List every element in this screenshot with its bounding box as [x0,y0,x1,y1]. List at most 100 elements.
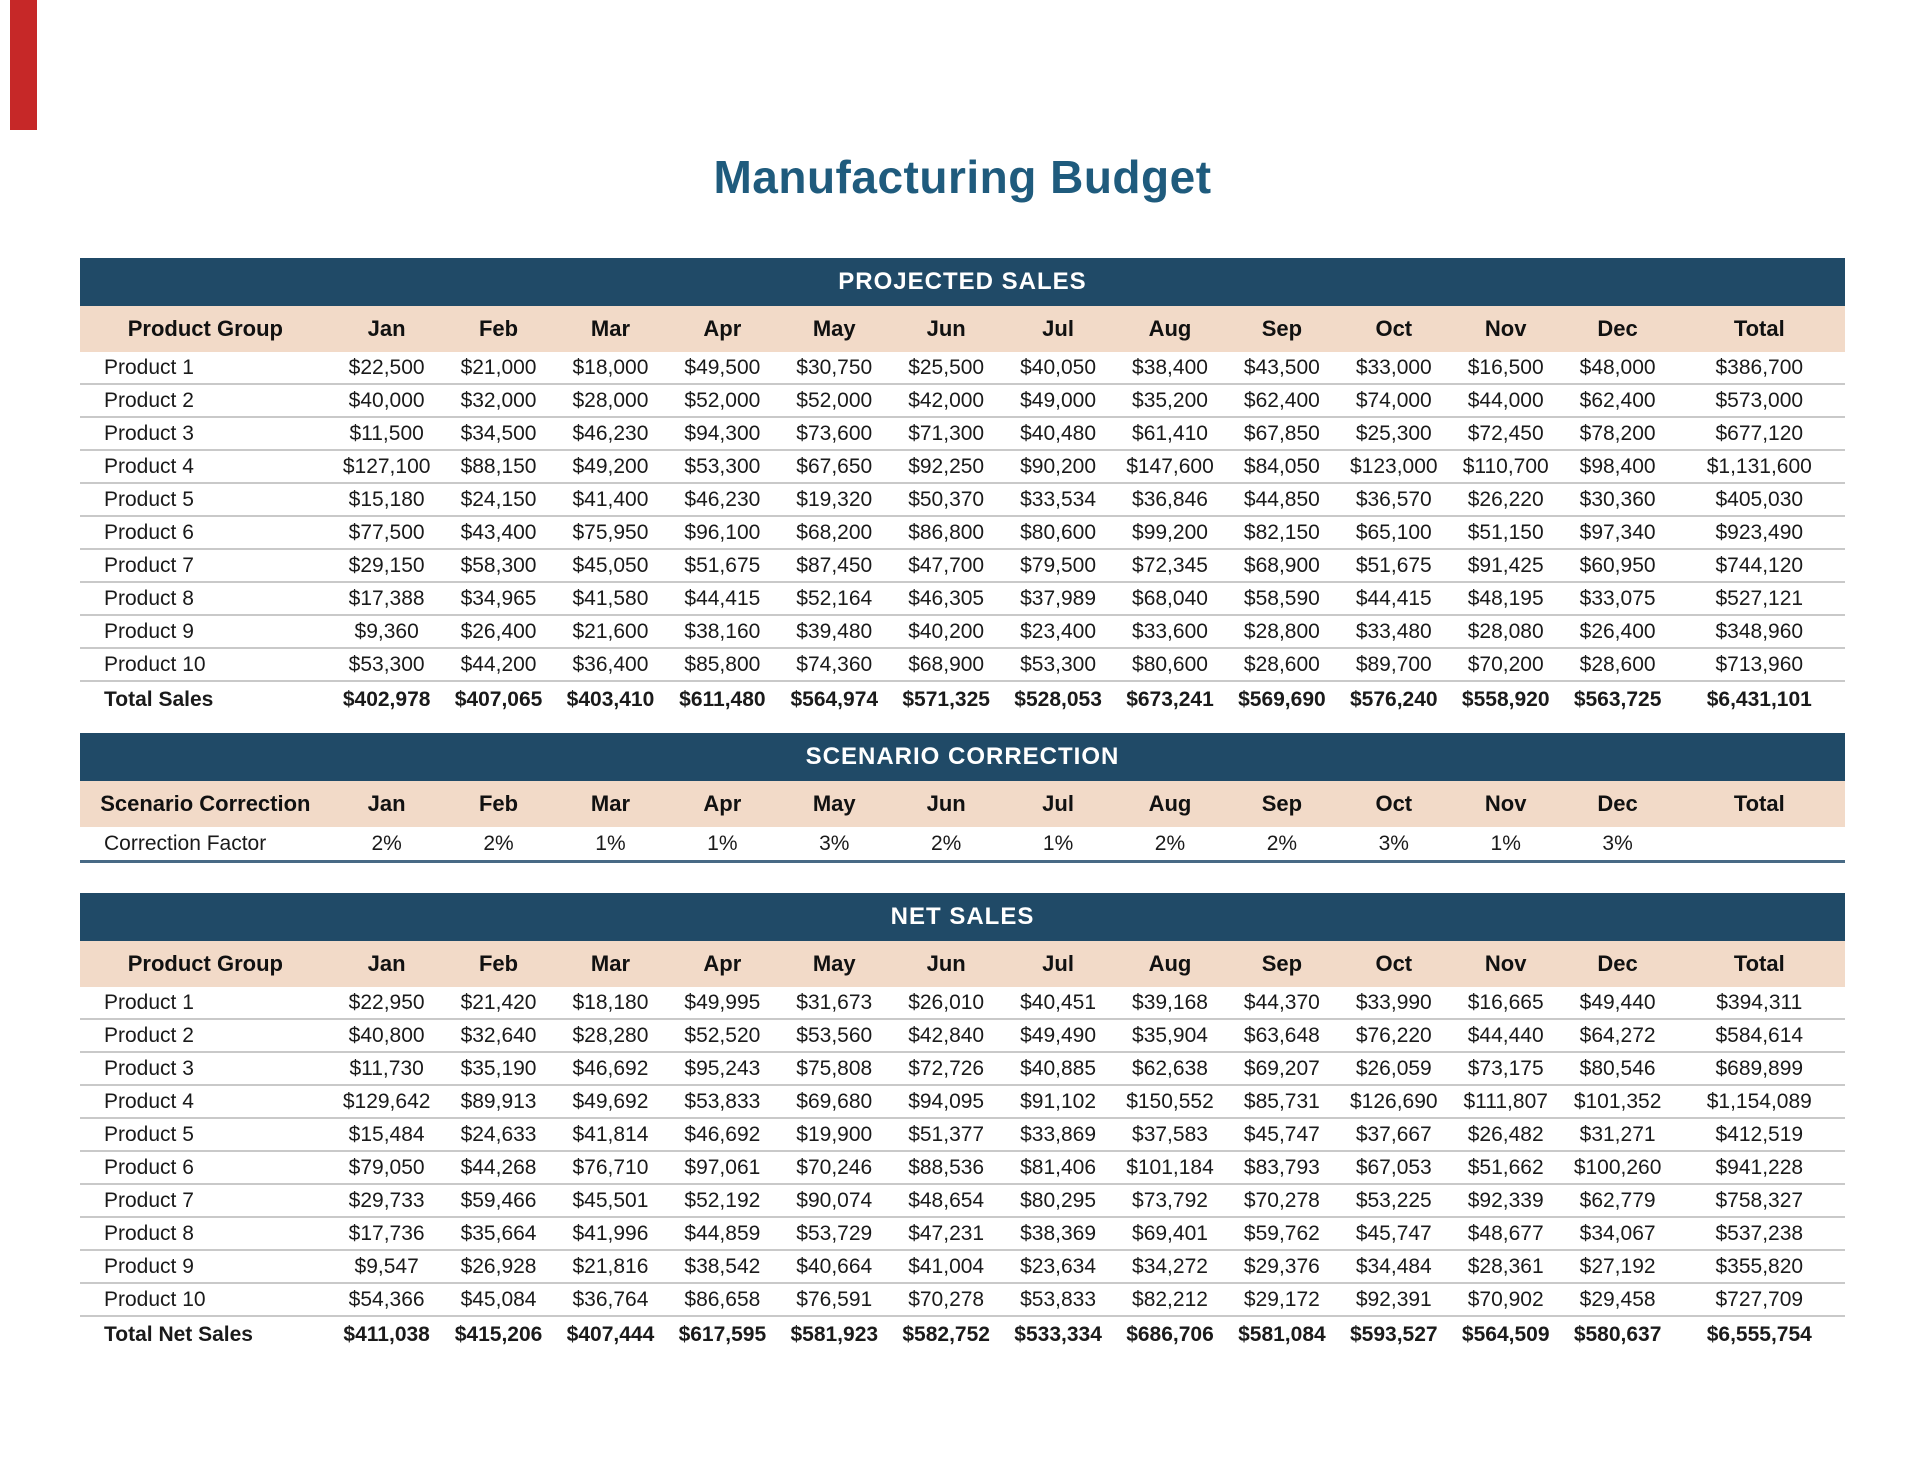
cell: $53,729 [778,1217,891,1251]
column-header-may: May [778,306,891,352]
row-label: Product 4 [80,450,331,484]
column-header-jan: Jan [330,781,443,827]
total-row: Total Sales $402,978 $407,065 $403,410 $611,… [80,680,1845,718]
cell: $53,300 [330,648,443,682]
cell: 3% [1561,827,1674,860]
cell: $53,300 [666,450,779,484]
cell: $75,808 [778,1052,891,1086]
cell: $33,480 [1337,615,1450,649]
cell: $40,050 [1002,352,1115,385]
cell: $411,038 [330,1315,443,1353]
cell: $26,400 [1561,615,1674,649]
scenario-correction-table: Scenario Correction Jan Feb Mar Apr May Jun Jul… [80,781,1845,860]
row-label: Product 4 [80,1085,331,1119]
cell: $15,180 [330,483,443,517]
cell: $35,904 [1114,1019,1226,1053]
cell: 2% [890,827,1003,860]
cell: $69,680 [778,1085,891,1119]
cell: $62,400 [1225,384,1338,418]
column-header-jun: Jun [890,941,1003,987]
cell: $49,440 [1561,987,1674,1020]
cell: $71,300 [890,417,1003,451]
cell: $713,960 [1673,648,1845,682]
cell: $593,527 [1337,1315,1450,1353]
cell: $59,762 [1225,1217,1338,1251]
cell: $52,192 [666,1184,779,1218]
column-header-nov: Nov [1449,306,1562,352]
cell: $26,928 [442,1250,555,1284]
cell: $89,913 [442,1085,555,1119]
cell: $64,272 [1561,1019,1674,1053]
table-row: Product 5 $15,180 $24,150 $41,400 $46,230 $19… [80,483,1845,517]
cell: $67,053 [1337,1151,1450,1185]
cell: $51,662 [1449,1151,1562,1185]
table-row: Product 8 $17,388 $34,965 $41,580 $44,415 $52… [80,582,1845,616]
first-column-header: Product Group [80,941,331,987]
cell: $73,175 [1449,1052,1562,1086]
cell: $569,690 [1225,680,1338,718]
column-header-jul: Jul [1002,781,1115,827]
cell: $941,228 [1673,1151,1845,1185]
cell: $99,200 [1114,516,1226,550]
cell: $45,084 [442,1283,555,1317]
cell: $38,400 [1114,352,1226,385]
column-header-mar: Mar [554,941,667,987]
cell: $37,583 [1114,1118,1226,1152]
cell: $45,747 [1225,1118,1338,1152]
cell: $147,600 [1114,450,1226,484]
cell: $564,974 [778,680,891,718]
cell: $44,440 [1449,1019,1562,1053]
cell: $35,190 [442,1052,555,1086]
cell: $30,750 [778,352,891,385]
cell: $47,231 [890,1217,1003,1251]
cell: $58,590 [1225,582,1338,616]
cell: $41,400 [554,483,667,517]
cell: $43,500 [1225,352,1338,385]
column-header-oct: Oct [1337,781,1450,827]
projected-sales-table: Product Group Jan Feb Mar Apr May Jun Jul Aug Sep… [80,306,1845,718]
cell: $407,444 [554,1315,667,1353]
cell: $63,648 [1225,1019,1338,1053]
cell: $48,195 [1449,582,1562,616]
row-label: Product 10 [80,1283,331,1317]
cell: 3% [1337,827,1450,860]
projected-sales-band-title: PROJECTED SALES [80,258,1845,306]
cell: $69,401 [1114,1217,1226,1251]
cell: $97,340 [1561,516,1674,550]
table-row: Product 6 $79,050 $44,268 $76,710 $97,061 $70… [80,1151,1845,1185]
cell: $111,807 [1449,1085,1562,1119]
cell: $72,345 [1114,549,1226,583]
cell: $53,833 [666,1085,779,1119]
cell: 2% [442,827,555,860]
cell: $24,633 [442,1118,555,1152]
cell: $28,080 [1449,615,1562,649]
cell: $29,733 [330,1184,443,1218]
cell: $402,978 [330,680,443,718]
cell: $80,600 [1114,648,1226,682]
cell: $85,800 [666,648,779,682]
cell: $576,240 [1337,680,1450,718]
cell: $48,654 [890,1184,1003,1218]
cell: $69,207 [1225,1052,1338,1086]
cell: $52,000 [666,384,779,418]
cell: $23,400 [1002,615,1115,649]
cell: $52,000 [778,384,891,418]
row-label: Product 3 [80,1052,331,1086]
cell: $537,238 [1673,1217,1845,1251]
cell: $68,900 [890,648,1003,682]
column-header-nov: Nov [1449,781,1562,827]
cell: $23,634 [1002,1250,1115,1284]
cell: $1,154,089 [1673,1085,1845,1119]
cell: $581,084 [1225,1315,1338,1353]
cell: $33,534 [1002,483,1115,517]
cell: $26,400 [442,615,555,649]
first-column-header: Product Group [80,306,331,352]
cell: $101,352 [1561,1085,1674,1119]
cell: $38,369 [1002,1217,1115,1251]
column-header-dec: Dec [1561,941,1674,987]
cell: 1% [1002,827,1115,860]
column-header-jun: Jun [890,306,1003,352]
column-header-sep: Sep [1225,781,1338,827]
row-label: Product 5 [80,483,331,517]
cell: $84,050 [1225,450,1338,484]
